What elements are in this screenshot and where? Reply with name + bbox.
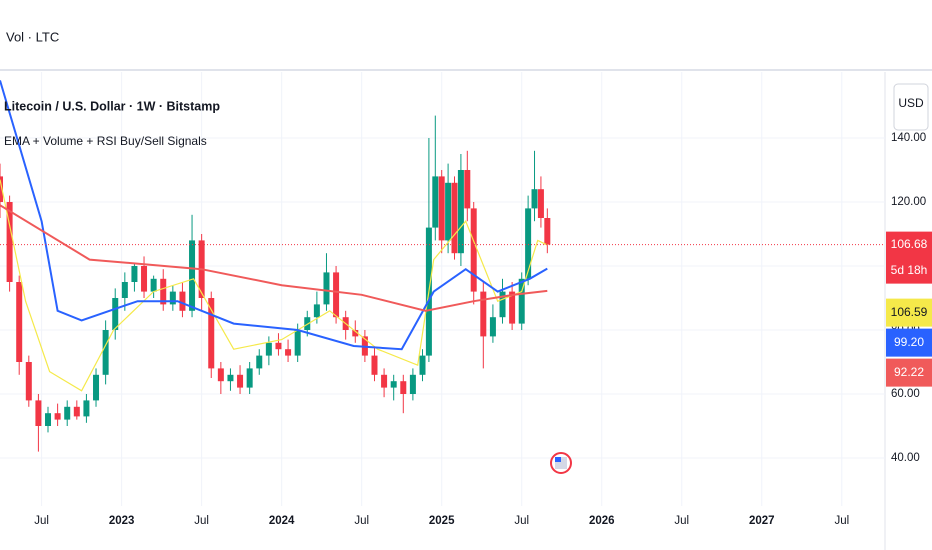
candle-body (381, 374, 388, 388)
price-tag (886, 231, 932, 284)
candle-body (141, 266, 148, 292)
candle-body (499, 291, 506, 318)
candle-body (480, 291, 487, 337)
candle-body (419, 355, 426, 375)
candle-body (246, 368, 253, 388)
ema-price-label: 99.20 (894, 335, 924, 349)
candle-body (179, 291, 186, 311)
candle-body (451, 182, 458, 254)
candle-body (531, 189, 538, 209)
x-tick-label: Jul (354, 515, 369, 527)
candle-body (409, 374, 416, 394)
x-tick-label: 2027 (749, 515, 775, 527)
candle-body (352, 330, 359, 337)
ema-price-label: 92.22 (894, 365, 924, 379)
flag-icon (550, 452, 572, 474)
candle-body (457, 170, 464, 254)
ema-price-tag (886, 328, 932, 357)
x-tick-label: 2023 (109, 515, 135, 527)
candle-body (432, 176, 439, 228)
candle-body (160, 278, 167, 305)
candle-body (102, 330, 109, 375)
indicator-name: EMA + Volume + RSI Buy/Sell Signals (4, 134, 207, 148)
candle-body (438, 176, 445, 241)
x-tick-label: Jul (834, 515, 849, 527)
candle-body (544, 218, 551, 245)
candle-body (256, 355, 263, 369)
candle-body (208, 298, 215, 369)
candle-body (509, 291, 516, 324)
header-label: Vol · LTC (6, 29, 59, 44)
x-tick-label: Jul (194, 515, 209, 527)
candle-body (121, 282, 128, 298)
candle-body (464, 170, 471, 209)
chart-title: Litecoin / U.S. Dollar · 1W · Bitstamp (4, 99, 220, 113)
ema-line (0, 179, 548, 392)
candle-body (83, 400, 90, 417)
candle-body (313, 304, 320, 318)
y-tick-label: 60.00 (891, 388, 920, 400)
candle-body (35, 400, 42, 426)
candle-body (285, 349, 292, 356)
candle-body (537, 189, 544, 218)
candle-body (217, 368, 224, 382)
candle-body (470, 208, 477, 292)
candle-body (45, 413, 52, 426)
candle-body (73, 406, 80, 417)
grid (0, 72, 885, 506)
candle-body (227, 374, 234, 382)
price-label: 106.68 (891, 237, 928, 251)
ema-price-tag (886, 298, 932, 327)
candle-body (323, 272, 330, 305)
candle-body (25, 362, 32, 401)
currency-label[interactable]: USD (898, 96, 924, 110)
candle-body (400, 381, 407, 394)
candle-body (294, 330, 301, 356)
candle-body (16, 282, 23, 362)
candle-body (518, 278, 525, 324)
candle-body (131, 266, 138, 282)
candle-body (489, 317, 496, 337)
candle-body (54, 413, 61, 420)
x-tick-label: Jul (674, 515, 689, 527)
x-tick-label: 2024 (269, 515, 295, 527)
candle-body (189, 240, 196, 311)
y-tick-label: 140.00 (891, 132, 926, 144)
countdown: 5d 18h (891, 263, 928, 277)
candle-body (169, 291, 176, 305)
candle-body (525, 208, 532, 279)
ema-line (0, 204, 548, 312)
ema-line (0, 80, 548, 351)
x-tick-label: Jul (514, 515, 529, 527)
y-tick-label: 120.00 (891, 196, 926, 208)
candle-body (371, 355, 378, 375)
x-tick-label: Jul (34, 515, 49, 527)
x-tick-label: 2025 (429, 515, 455, 527)
candle-body (333, 272, 340, 318)
y-tick-label: 40.00 (891, 452, 920, 464)
axes: 40.0060.0080.00100.00120.00140.00Jul2023… (34, 132, 932, 527)
candle-body (6, 202, 13, 282)
candle-body (112, 298, 119, 330)
candle-body (237, 374, 244, 388)
candle-body (275, 342, 282, 350)
candle-body (390, 381, 397, 388)
candle-body (93, 374, 100, 401)
candle-body (150, 278, 157, 292)
ema-price-tag (886, 358, 932, 387)
currency-button[interactable] (893, 83, 929, 131)
candle-body (445, 182, 452, 241)
x-tick-label: 2026 (589, 515, 615, 527)
ema-price-label: 106.59 (891, 305, 928, 319)
candle-body (64, 406, 71, 420)
candle-body (265, 342, 272, 356)
plot (0, 80, 885, 452)
